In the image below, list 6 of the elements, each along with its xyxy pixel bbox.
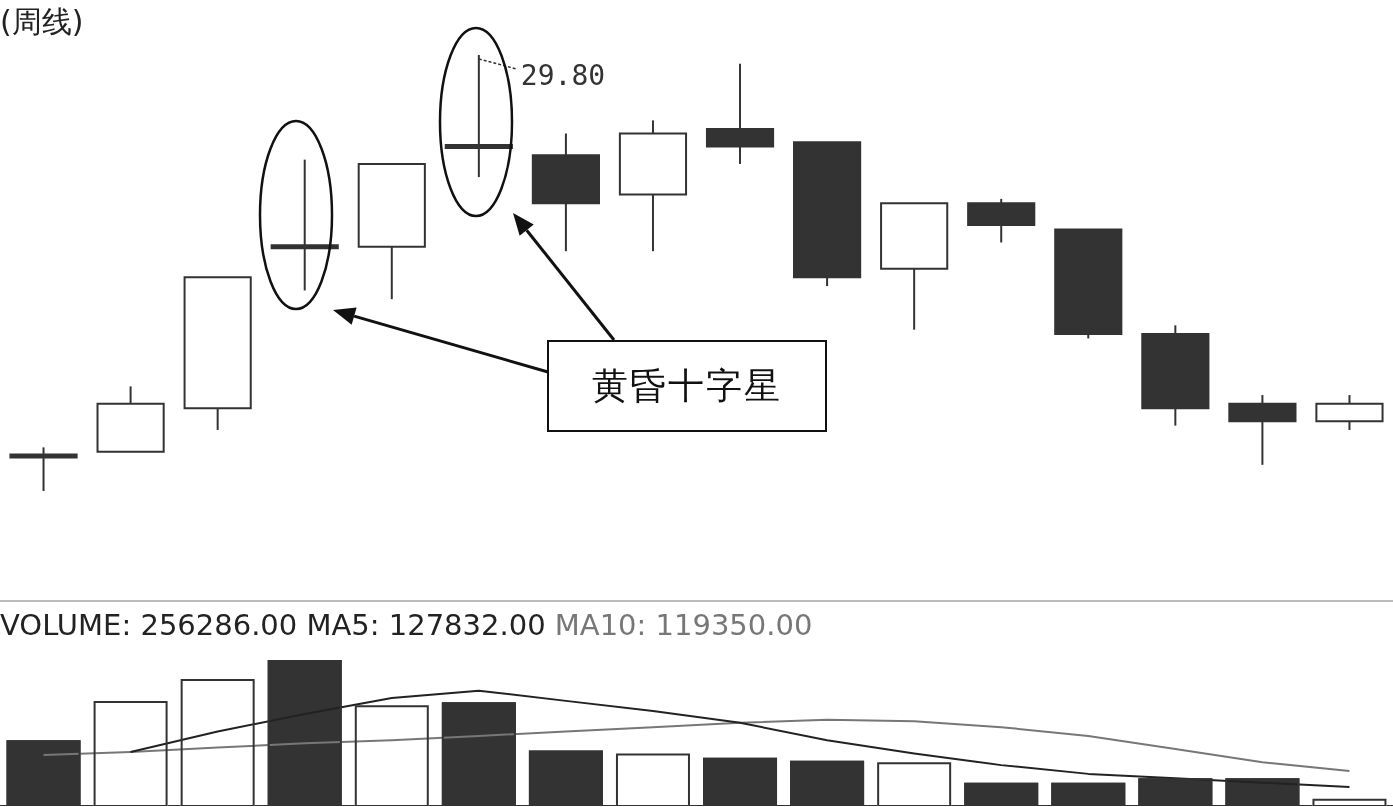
series-label: MA5: 127832.00	[306, 608, 547, 642]
annotation: 黄昏十字星	[547, 340, 827, 432]
chart-title: (周线)	[0, 3, 84, 41]
chart-title: VOLUME: 256286.00	[0, 608, 299, 642]
text: MA10: 119350.00	[554, 608, 813, 642]
annotation: 29.80	[520, 59, 606, 93]
